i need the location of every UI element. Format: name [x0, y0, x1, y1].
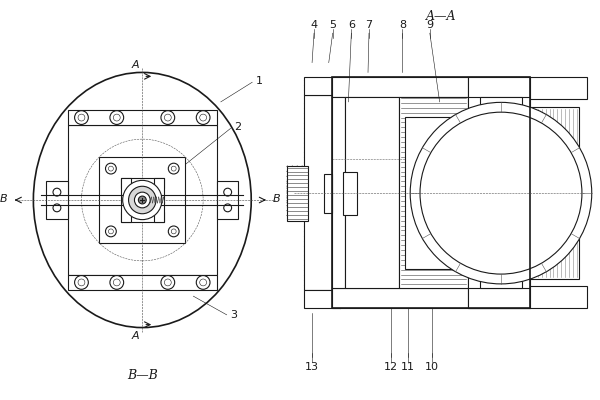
Bar: [287, 166, 308, 221]
Bar: [332, 288, 530, 308]
Circle shape: [171, 166, 176, 171]
Circle shape: [106, 163, 116, 174]
Circle shape: [53, 188, 61, 196]
Bar: [121, 178, 164, 188]
Text: B—B: B—B: [127, 368, 158, 382]
Circle shape: [200, 279, 206, 286]
Bar: [121, 212, 164, 222]
Circle shape: [110, 111, 124, 124]
Circle shape: [161, 276, 175, 289]
Circle shape: [134, 192, 150, 208]
Circle shape: [113, 279, 120, 286]
Bar: [530, 107, 579, 278]
Circle shape: [113, 114, 120, 121]
Bar: [343, 172, 357, 215]
Bar: [68, 110, 217, 126]
Text: 11: 11: [401, 362, 415, 372]
Bar: [332, 77, 530, 97]
Text: A: A: [131, 60, 139, 70]
Circle shape: [171, 229, 176, 234]
Text: 2: 2: [235, 122, 242, 132]
Bar: [217, 181, 238, 219]
Text: 4: 4: [310, 20, 317, 30]
Circle shape: [109, 229, 113, 234]
Bar: [530, 77, 587, 99]
Bar: [332, 97, 346, 288]
Text: 3: 3: [230, 310, 238, 320]
Text: A: A: [131, 330, 139, 340]
Bar: [346, 97, 400, 288]
Text: 1: 1: [256, 76, 263, 86]
Circle shape: [196, 276, 210, 289]
Circle shape: [78, 279, 85, 286]
Circle shape: [122, 180, 162, 220]
Circle shape: [78, 114, 85, 121]
Circle shape: [200, 114, 206, 121]
Bar: [468, 288, 530, 308]
Circle shape: [110, 276, 124, 289]
Circle shape: [164, 114, 171, 121]
Bar: [530, 286, 587, 308]
Text: 7: 7: [365, 20, 373, 30]
Circle shape: [224, 188, 232, 196]
Text: B: B: [273, 194, 280, 204]
Ellipse shape: [34, 72, 251, 328]
Bar: [304, 290, 340, 308]
Text: B: B: [0, 194, 7, 204]
Circle shape: [164, 279, 171, 286]
Text: 8: 8: [399, 20, 406, 30]
Circle shape: [106, 226, 116, 237]
Circle shape: [169, 163, 179, 174]
Circle shape: [196, 111, 210, 124]
Text: 10: 10: [425, 362, 439, 372]
Text: 13: 13: [305, 362, 319, 372]
Circle shape: [74, 276, 88, 289]
Bar: [405, 116, 462, 269]
Text: 9: 9: [426, 20, 433, 30]
Bar: [468, 77, 530, 308]
Bar: [99, 157, 185, 243]
Circle shape: [53, 204, 61, 212]
Text: 12: 12: [383, 362, 398, 372]
Text: A—A: A—A: [427, 10, 457, 24]
Bar: [68, 126, 217, 274]
Text: 6: 6: [348, 20, 355, 30]
Circle shape: [139, 196, 146, 204]
Circle shape: [161, 111, 175, 124]
Circle shape: [128, 186, 156, 214]
Circle shape: [224, 204, 232, 212]
Circle shape: [169, 226, 179, 237]
Bar: [68, 274, 217, 290]
Bar: [400, 97, 468, 288]
Bar: [46, 181, 68, 219]
Bar: [304, 77, 340, 95]
Bar: [324, 174, 332, 213]
Bar: [304, 95, 332, 290]
Circle shape: [109, 166, 113, 171]
Circle shape: [410, 102, 592, 284]
Bar: [154, 178, 164, 222]
Bar: [468, 77, 530, 97]
Circle shape: [74, 111, 88, 124]
Text: 5: 5: [329, 20, 336, 30]
Bar: [121, 178, 131, 222]
Circle shape: [420, 112, 582, 274]
Bar: [480, 97, 522, 288]
Bar: [332, 77, 530, 308]
